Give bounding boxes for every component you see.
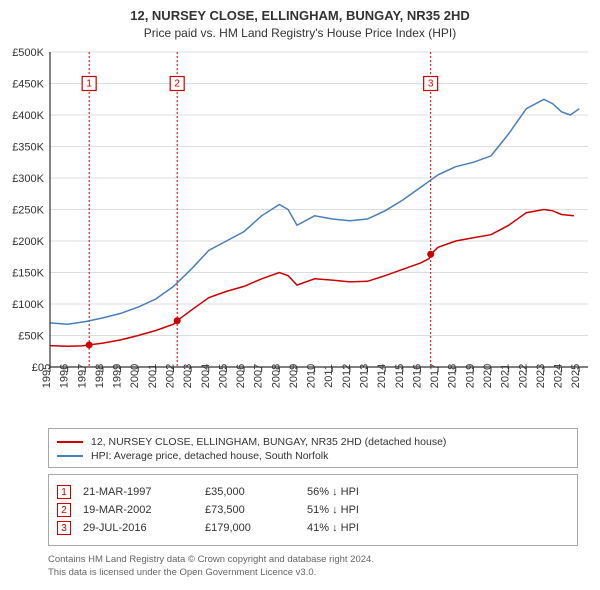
svg-text:2011: 2011 bbox=[323, 364, 335, 388]
legend-swatch bbox=[57, 441, 83, 443]
chart-svg: £0£50K£100K£150K£200K£250K£300K£350K£400… bbox=[0, 42, 600, 422]
footer-line-1: Contains HM Land Registry data © Crown c… bbox=[48, 554, 578, 567]
transaction-price: £179,000 bbox=[205, 522, 295, 534]
svg-text:£50K: £50K bbox=[18, 331, 44, 343]
legend-swatch bbox=[57, 455, 83, 457]
hpi-line bbox=[50, 99, 579, 324]
footer-line-2: This data is licensed under the Open Gov… bbox=[48, 567, 578, 580]
transaction-price: £35,000 bbox=[205, 486, 295, 498]
transaction-row: 1 21-MAR-1997 £35,000 56% ↓ HPI bbox=[57, 485, 569, 499]
transaction-price: £73,500 bbox=[205, 504, 295, 516]
transaction-date: 21-MAR-1997 bbox=[83, 486, 193, 498]
svg-text:2: 2 bbox=[174, 79, 180, 90]
svg-text:3: 3 bbox=[428, 79, 434, 90]
transaction-dot bbox=[427, 251, 434, 258]
svg-text:£200K: £200K bbox=[12, 236, 44, 248]
svg-text:£150K: £150K bbox=[12, 268, 44, 280]
svg-text:£450K: £450K bbox=[12, 79, 44, 91]
footer: Contains HM Land Registry data © Crown c… bbox=[48, 554, 578, 580]
svg-text:1: 1 bbox=[86, 79, 92, 90]
titles: 12, NURSEY CLOSE, ELLINGHAM, BUNGAY, NR3… bbox=[0, 0, 600, 42]
transaction-dot bbox=[174, 317, 181, 324]
transaction-row: 2 19-MAR-2002 £73,500 51% ↓ HPI bbox=[57, 503, 569, 517]
transaction-marker-small: 1 bbox=[57, 485, 71, 499]
transaction-marker-small: 2 bbox=[57, 503, 71, 517]
chart-area: £0£50K£100K£150K£200K£250K£300K£350K£400… bbox=[0, 42, 600, 422]
legend: 12, NURSEY CLOSE, ELLINGHAM, BUNGAY, NR3… bbox=[48, 428, 578, 468]
legend-label: HPI: Average price, detached house, Sout… bbox=[91, 450, 328, 462]
transactions-table: 1 21-MAR-1997 £35,000 56% ↓ HPI 2 19-MAR-2002… bbox=[48, 474, 578, 546]
transaction-dot bbox=[86, 341, 93, 348]
title-sub: Price paid vs. HM Land Registry's House … bbox=[0, 26, 600, 40]
transaction-date: 29-JUL-2016 bbox=[83, 522, 193, 534]
transaction-diff: 51% ↓ HPI bbox=[307, 504, 359, 516]
legend-label: 12, NURSEY CLOSE, ELLINGHAM, BUNGAY, NR3… bbox=[91, 436, 446, 448]
svg-text:£500K: £500K bbox=[12, 47, 44, 59]
transaction-diff: 56% ↓ HPI bbox=[307, 486, 359, 498]
svg-text:£100K: £100K bbox=[12, 299, 44, 311]
transaction-marker-small: 3 bbox=[57, 521, 71, 535]
legend-item: 12, NURSEY CLOSE, ELLINGHAM, BUNGAY, NR3… bbox=[57, 436, 569, 448]
svg-text:£250K: £250K bbox=[12, 205, 44, 217]
transaction-row: 3 29-JUL-2016 £179,000 41% ↓ HPI bbox=[57, 521, 569, 535]
svg-text:£350K: £350K bbox=[12, 142, 44, 154]
svg-text:£400K: £400K bbox=[12, 110, 44, 122]
property-line bbox=[50, 210, 574, 347]
transaction-diff: 41% ↓ HPI bbox=[307, 522, 359, 534]
transaction-date: 19-MAR-2002 bbox=[83, 504, 193, 516]
legend-item: HPI: Average price, detached house, Sout… bbox=[57, 450, 569, 462]
svg-text:£300K: £300K bbox=[12, 173, 44, 185]
title-main: 12, NURSEY CLOSE, ELLINGHAM, BUNGAY, NR3… bbox=[0, 8, 600, 23]
chart-container: 12, NURSEY CLOSE, ELLINGHAM, BUNGAY, NR3… bbox=[0, 0, 600, 580]
